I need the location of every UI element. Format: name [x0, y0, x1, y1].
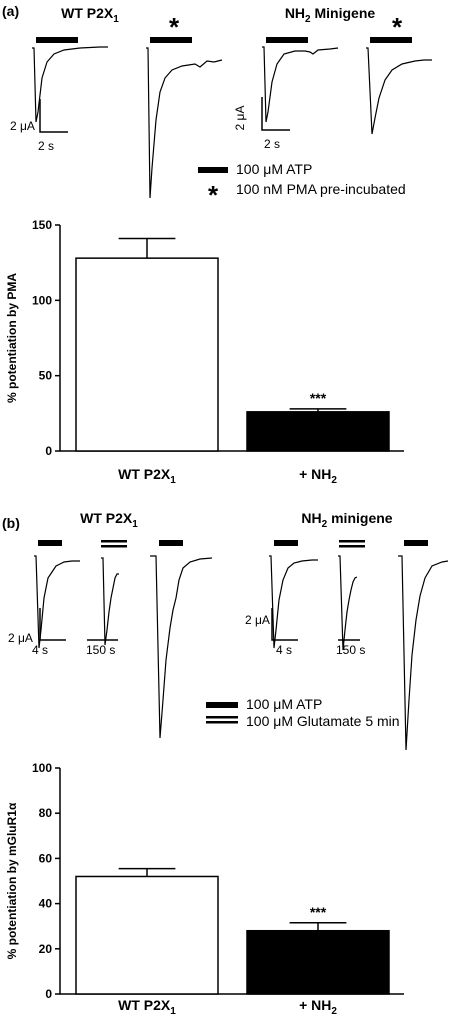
- legend-glutamate-bar: [206, 721, 238, 724]
- panel-a-label: (a): [2, 3, 19, 19]
- scale-bar-time-label: 2 s: [38, 139, 54, 153]
- current-trace-nh2-atp-after: [398, 555, 449, 751]
- scale-bar-wt: [39, 99, 68, 133]
- atp-bar: [159, 540, 183, 546]
- panel-a-group-wt: WT P2X1: [61, 5, 119, 25]
- atp-bar: [370, 37, 412, 43]
- pma-star: *: [392, 12, 403, 42]
- y-tick-label: 0: [45, 444, 52, 458]
- legend-pma-star: *: [208, 180, 219, 210]
- current-trace-nh2-control: [262, 46, 339, 123]
- y-tick-label: 40: [39, 897, 53, 911]
- bar: [75, 875, 219, 995]
- legend-atp-label: 100 μM ATP: [236, 161, 312, 177]
- scale-bar-current-label: 2 μA: [10, 119, 35, 133]
- category-label: + NH2: [299, 466, 337, 486]
- y-tick-label: 0: [45, 987, 52, 1001]
- panel-b-group-nh2: NH2 minigene: [301, 510, 392, 530]
- glutamate-bar: [101, 545, 127, 548]
- bar: [246, 411, 390, 452]
- y-tick-label: 60: [39, 851, 53, 865]
- scale-bar-current-label: 2 μA: [245, 613, 270, 627]
- panel-a-group-nh2: NH2 Minigene: [285, 5, 376, 25]
- legend-pma-label: 100 nM PMA pre-incubated: [236, 181, 406, 197]
- legend-atp-bar: [198, 167, 228, 173]
- atp-bar: [150, 37, 192, 43]
- y-tick-label: 100: [32, 293, 52, 307]
- panel-a-traces: (a) WT P2X1 NH2 Minigene * * 2 μA 2 s 2 …: [2, 3, 432, 210]
- current-trace-nh2-glutamate: [338, 555, 358, 651]
- y-tick-label: 80: [39, 806, 53, 820]
- legend-glutamate-bar: [206, 716, 238, 719]
- panel-b-group-wt: WT P2X1: [80, 510, 138, 530]
- panel-b-traces: (b) WT P2X1 NH2 minigene 2 μA 4 s 150 s …: [2, 510, 449, 751]
- significance-label: ***: [310, 904, 327, 920]
- bar: [246, 929, 390, 995]
- y-tick-label: 20: [39, 942, 53, 956]
- y-tick-label: 100: [32, 761, 52, 775]
- scale-bar-nh2: [261, 97, 290, 131]
- chart-mglur-potentiation: 0 20 40 60 80 100 % potentiation by mGluR1α WT …: [5, 761, 404, 1017]
- scale-bar-current-label: 2 μA: [8, 631, 33, 645]
- category-label: + NH2: [299, 997, 337, 1017]
- atp-bar: [38, 540, 62, 546]
- current-trace-wt-atp: [34, 555, 80, 649]
- legend-atp-bar: [206, 702, 238, 708]
- scale-bar-wt: [39, 608, 66, 641]
- pma-star: *: [169, 12, 180, 42]
- y-tick-label: 50: [39, 369, 53, 383]
- current-trace-wt-pma: [146, 47, 223, 199]
- scale-bar-time-label: 4 s: [32, 643, 48, 657]
- y-tick-label: 150: [32, 218, 52, 232]
- current-trace-wt-atp-after: [150, 555, 213, 739]
- current-trace-nh2-pma: [366, 47, 432, 135]
- atp-bar: [274, 540, 298, 546]
- bar: [75, 257, 219, 452]
- current-trace-nh2-atp: [269, 555, 318, 649]
- scale-bar-current-label: 2 μA: [233, 106, 247, 131]
- significance-label: ***: [310, 390, 327, 406]
- category-label: WT P2X1: [118, 466, 176, 486]
- scale-bar-time-label: 4 s: [276, 643, 292, 657]
- glutamate-bar: [339, 545, 365, 548]
- y-axis-label: % potentiation by mGluR1α: [5, 802, 19, 959]
- y-axis-label: % potentiation by PMA: [5, 273, 19, 403]
- glutamate-bar: [339, 540, 365, 543]
- atp-bar: [404, 540, 428, 546]
- atp-bar: [266, 37, 308, 43]
- chart-pma-potentiation: 0 50 100 150 % potentiation by PMA WT P2X1 ***…: [5, 218, 404, 486]
- glutamate-bar: [101, 540, 127, 543]
- current-trace-wt-control: [32, 46, 108, 123]
- scale-bar-time-label: 150 s: [336, 643, 365, 657]
- category-label: WT P2X1: [118, 997, 176, 1017]
- scale-bar-time-label: 150 s: [86, 643, 115, 657]
- atp-bar: [36, 37, 78, 43]
- scale-bar-time-label: 2 s: [264, 137, 280, 151]
- legend-atp-label: 100 μM ATP: [246, 696, 322, 712]
- current-trace-wt-glutamate: [101, 557, 119, 646]
- legend-glutamate-label: 100 μM Glutamate 5 min: [246, 713, 400, 729]
- scale-bar-nh2: [271, 608, 298, 641]
- panel-b-label: (b): [2, 515, 20, 531]
